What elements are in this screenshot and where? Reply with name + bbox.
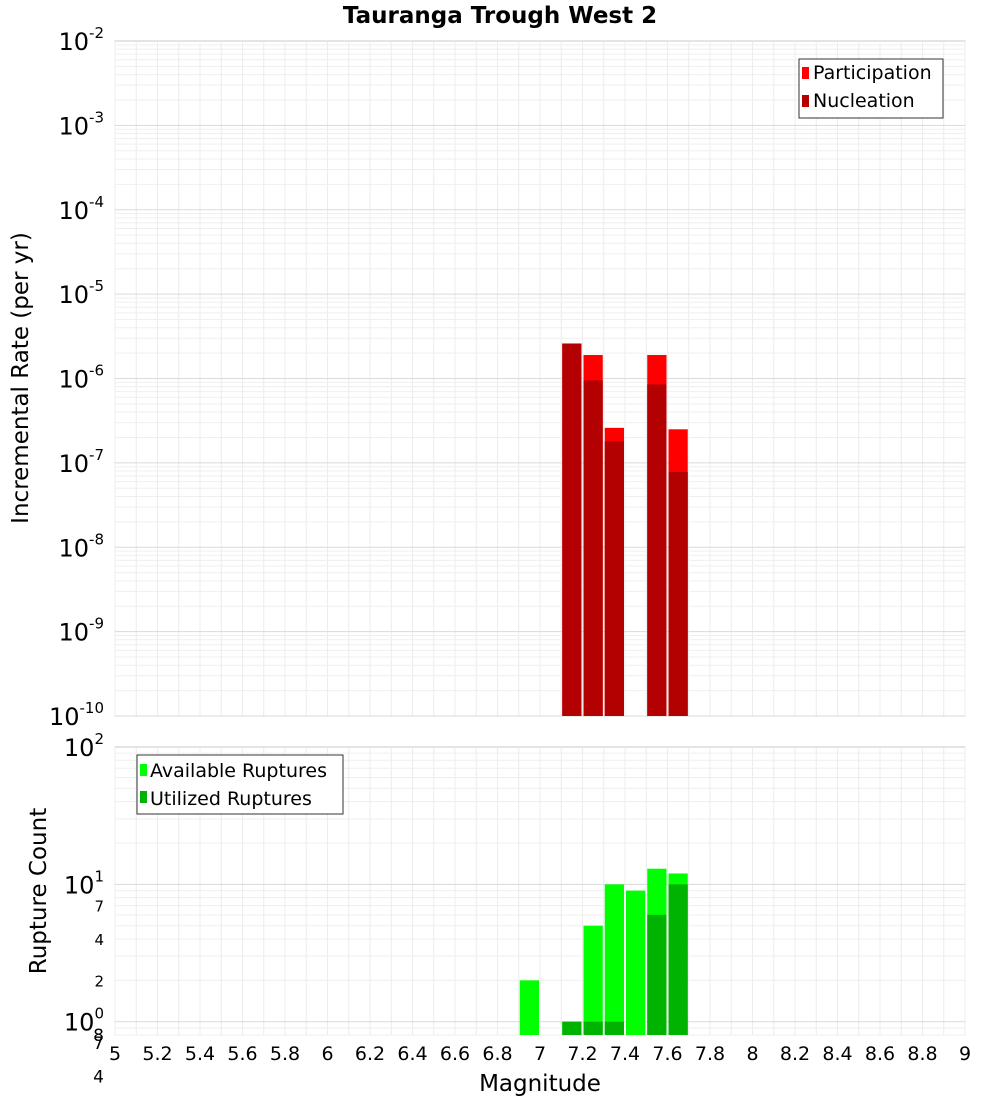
magnitude-tick-label: 8.4 — [822, 1043, 852, 1065]
count-legend-box — [136, 754, 344, 815]
magnitude-tick-label: 6.4 — [397, 1043, 427, 1065]
chart-title: Tauranga Trough West 2 — [343, 3, 657, 29]
utilized-legend-label: Utilized Ruptures — [150, 788, 312, 810]
magnitude-tick-label: 6.2 — [355, 1043, 385, 1065]
available-legend-swatch — [140, 764, 147, 776]
count-y-tick-label: 101 — [64, 867, 104, 899]
rate-y-tick-label: 10-5 — [58, 277, 104, 309]
count-y-tick-label: 4 — [93, 1067, 104, 1087]
participation-legend-label: Participation — [813, 62, 932, 84]
rate-y-axis-label: Incremental Rate (per yr) — [8, 232, 34, 524]
utilized-ruptures-bar — [668, 884, 688, 1035]
magnitude-tick-label: 7.4 — [610, 1043, 640, 1065]
utilized-ruptures-bar — [647, 914, 667, 1035]
rate-y-tick-label: 10-9 — [58, 615, 104, 647]
rate-plot-bars — [562, 343, 688, 716]
magnitude-tick-label: 8 — [746, 1043, 758, 1065]
rate-y-tick-label: 10-4 — [58, 193, 104, 225]
available-ruptures-bar — [626, 890, 646, 1035]
nucleation-legend-label: Nucleation — [813, 90, 915, 112]
count-y-tick-label: 102 — [64, 730, 104, 762]
magnitude-tick-label: 7 — [534, 1043, 546, 1065]
count-y-tick-label: 8 — [93, 1026, 104, 1046]
rate-y-tick-label: 10-6 — [58, 362, 104, 394]
utilized-ruptures-bar — [604, 1021, 624, 1035]
nucleation-bar — [604, 441, 624, 716]
x-axis-label: Magnitude — [479, 1071, 601, 1097]
available-ruptures-bar — [519, 980, 539, 1035]
magnitude-tick-label: 7.6 — [652, 1043, 682, 1065]
nucleation-bar — [562, 343, 582, 716]
magnitude-tick-label: 5.6 — [227, 1043, 257, 1065]
available-legend-label: Available Ruptures — [150, 760, 327, 782]
rate-legend: Participation Nucleation — [798, 58, 944, 119]
magnitude-tick-label: 8.8 — [907, 1043, 937, 1065]
rate-plot: 10-2 10-3 10-4 10-5 10-6 10-7 10-8 10-9 10-10 In… — [8, 24, 966, 731]
count-plot-grid — [114, 747, 966, 1036]
magnitude-tick-label: 6.6 — [440, 1043, 470, 1065]
count-y-tick-label: 7 — [94, 898, 104, 916]
nucleation-bar — [668, 471, 688, 716]
count-y-tick-labels: 1027421017421008 — [64, 730, 104, 1087]
rate-plot-grid — [114, 41, 966, 717]
count-legend: Available Ruptures Utilized Ruptures — [136, 754, 344, 815]
rate-y-tick-label: 10-10 — [49, 699, 104, 731]
magnitude-tick-label: 8.6 — [865, 1043, 895, 1065]
magnitude-tick-label: 7.2 — [567, 1043, 597, 1065]
nucleation-bar — [583, 380, 603, 716]
count-plot-bars — [519, 868, 688, 1035]
nucleation-legend-swatch — [802, 95, 809, 107]
rate-legend-box — [798, 58, 944, 119]
participation-legend-swatch — [802, 67, 809, 79]
rate-y-tick-label: 10-2 — [58, 24, 104, 56]
count-y-tick-label: 100 — [64, 1005, 104, 1037]
magnitude-tick-label: 5 — [109, 1043, 121, 1065]
available-ruptures-bar — [583, 925, 603, 1035]
magnitude-tick-label: 6.8 — [482, 1043, 512, 1065]
magnitude-tick-label: 5.8 — [270, 1043, 300, 1065]
count-plot: 1027421017421008 55.25.45.65.866.26.46.6… — [26, 730, 971, 1097]
magnitude-tick-labels: 5 5.2 5.4 5.6 5.8 6 6.2 6.4 6.6 6.8 7 7.2 7.4 7.6 7.8 8… — [109, 1043, 971, 1065]
count-y-axis-label: Rupture Count — [26, 808, 52, 974]
available-ruptures-bar — [604, 884, 624, 1035]
utilized-ruptures-bar — [583, 1021, 603, 1035]
magnitude-tick-label: 6 — [321, 1043, 333, 1065]
count-y-tick-label: 7 — [93, 1034, 104, 1054]
magnitude-tick-label: 5.2 — [142, 1043, 172, 1065]
rate-y-tick-label: 10-7 — [58, 446, 104, 478]
rate-y-tick-labels: 10-2 10-3 10-4 10-5 10-6 10-7 10-8 10-9 10-10 — [49, 24, 104, 731]
magnitude-tick-label: 8.2 — [780, 1043, 810, 1065]
magnitude-tick-label: 9 — [959, 1043, 971, 1065]
count-y-tick-label: 2 — [94, 972, 104, 990]
utilized-legend-swatch — [140, 791, 147, 803]
count-y-tick-label: 4 — [94, 931, 104, 949]
rate-y-tick-label: 10-3 — [58, 108, 104, 140]
magnitude-tick-label: 7.8 — [695, 1043, 725, 1065]
utilized-ruptures-bar — [562, 1021, 582, 1035]
rate-y-tick-label: 10-8 — [58, 530, 104, 562]
magnitude-tick-label: 5.4 — [185, 1043, 215, 1065]
nucleation-bar — [647, 384, 667, 716]
